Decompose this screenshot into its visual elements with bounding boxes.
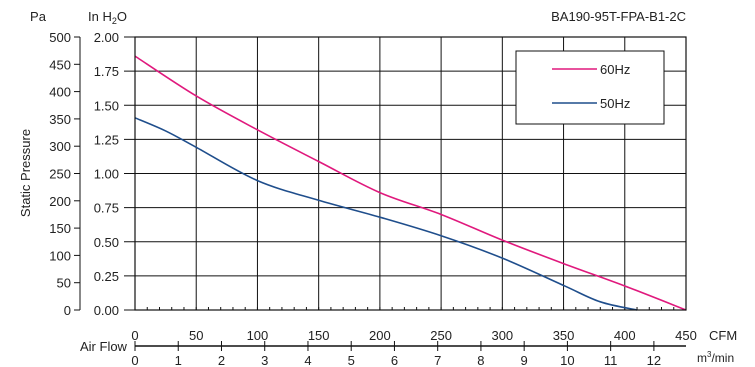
y-inh2o-tick-label: 1.25 <box>94 132 119 147</box>
x-cfm-tick-label: 100 <box>247 328 269 343</box>
legend-label-60hz: 60Hz <box>600 62 630 77</box>
y-pa-tick-label: 50 <box>57 276 71 291</box>
m3min-unit-label: m3/min <box>697 350 734 365</box>
y-pa-tick-label: 300 <box>49 139 71 154</box>
series-lines <box>134 55 687 311</box>
x-ticks-cfm: 0 50 100 150 200 250 300 350 400 450 <box>131 328 696 343</box>
x-m3min-tick-label: 9 <box>521 353 528 367</box>
y-inh2o-tick-label: 0.25 <box>94 269 119 284</box>
y-pa-tick-label: 100 <box>49 248 71 263</box>
x-cfm-tick-label: 300 <box>491 328 513 343</box>
x-cfm-tick-label: 400 <box>614 328 636 343</box>
series-line-50hz <box>134 117 638 311</box>
y-pa-tick-label: 0 <box>64 303 71 318</box>
x-m3min-tick-label: 11 <box>604 353 618 367</box>
x-cfm-tick-label: 450 <box>675 328 697 343</box>
x-m3min-tick-label: 1 <box>175 353 182 367</box>
x-m3min-tick-label: 2 <box>218 353 225 367</box>
y-ticks-inh2o: 0.00 0.25 0.50 0.75 1.00 1.25 1.50 1.75 2.00 <box>94 30 135 318</box>
x-cfm-tick-label: 200 <box>369 328 391 343</box>
x-m3min-tick-label: 5 <box>348 353 355 367</box>
x-cfm-tick-label: 50 <box>189 328 203 343</box>
series-line-60hz <box>134 55 687 311</box>
y-pa-tick-label: 150 <box>49 221 71 236</box>
y-inh2o-tick-label: 0.75 <box>94 201 119 216</box>
x-m3min-tick-label: 3 <box>261 353 268 367</box>
y-pa-tick-label: 450 <box>49 57 71 72</box>
y-pa-tick-label: 500 <box>49 30 71 45</box>
y-ticks-pa: 0 50 100 150 200 250 300 350 400 450 500 <box>49 30 81 318</box>
y-pa-tick-label: 350 <box>49 112 71 127</box>
y-inh2o-tick-label: 1.00 <box>94 167 119 182</box>
x-m3min-tick-label: 8 <box>477 353 484 367</box>
x-m3min-tick-label: 4 <box>304 353 311 367</box>
y-pa-tick-label: 200 <box>49 194 71 209</box>
x-m3min-tick-label: 6 <box>391 353 398 367</box>
x-cfm-tick-label: 0 <box>131 328 138 343</box>
y-inh2o-tick-label: 1.75 <box>94 64 119 79</box>
y-inh2o-tick-label: 2.00 <box>94 30 119 45</box>
y-inh2o-tick-label: 1.50 <box>94 98 119 113</box>
legend-label-50hz: 50Hz <box>600 96 630 111</box>
y-pa-tick-label: 400 <box>49 85 71 100</box>
pa-unit-label: Pa <box>30 9 47 24</box>
y-pa-tick-label: 250 <box>49 167 71 182</box>
model-title: BA190-95T-FPA-B1-2C <box>551 9 686 24</box>
x-m3min-tick-label: 12 <box>647 353 661 367</box>
cfm-unit-label: CFM <box>709 328 737 343</box>
x-m3min-tick-label: 10 <box>560 353 574 367</box>
y-inh2o-tick-label: 0.00 <box>94 303 119 318</box>
x-cfm-tick-label: 350 <box>553 328 575 343</box>
x-cfm-tick-label: 150 <box>308 328 330 343</box>
inh2o-unit-label: In H2O <box>88 9 127 26</box>
x-m3min-tick-label: 7 <box>434 353 441 367</box>
x-ticks-m3min: 0 1 2 3 4 5 6 7 8 9 10 11 12 <box>131 341 661 367</box>
plot-frame <box>134 36 687 311</box>
airflow-label: Air Flow <box>80 339 128 354</box>
x-m3min-tick-label: 0 <box>131 353 138 367</box>
x-cfm-tick-label: 250 <box>430 328 452 343</box>
legend: 60Hz 50Hz <box>515 50 665 125</box>
y-inh2o-tick-label: 0.50 <box>94 235 119 250</box>
y-axis-title: Static Pressure <box>18 129 33 217</box>
